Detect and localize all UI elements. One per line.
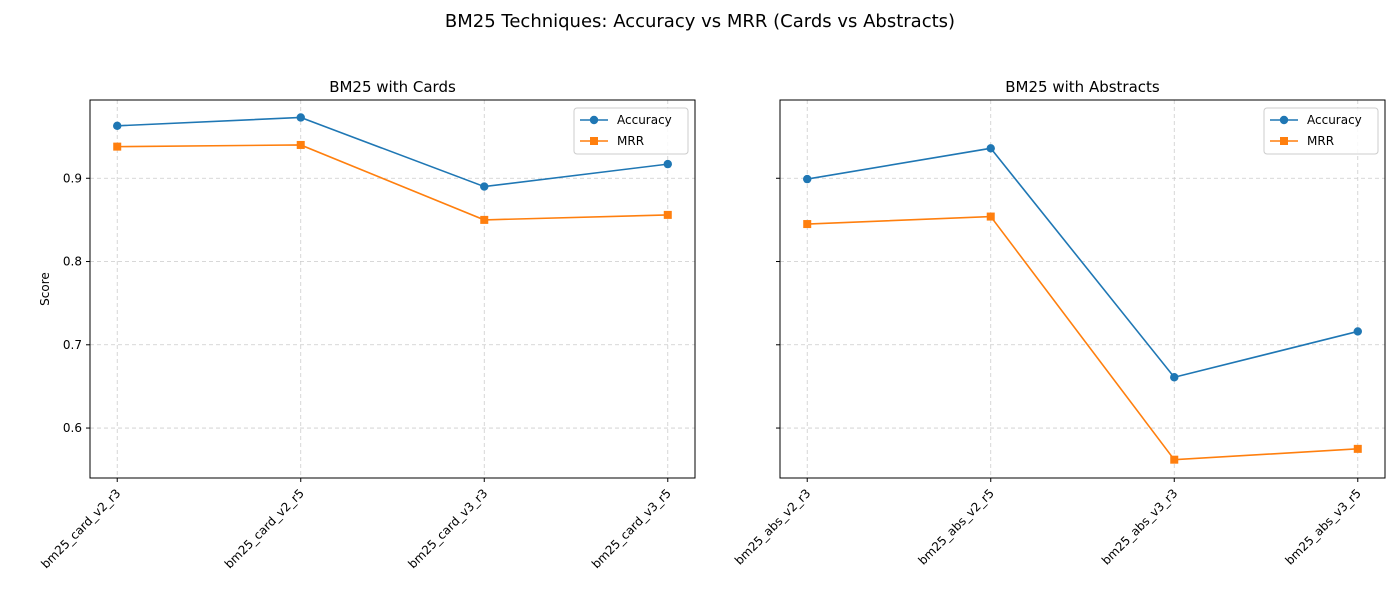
data-point bbox=[803, 220, 812, 229]
series-accuracy bbox=[803, 144, 1362, 382]
legend: Accuracy MRR bbox=[573, 107, 689, 155]
data-point bbox=[113, 142, 122, 151]
data-point bbox=[296, 113, 305, 122]
data-point bbox=[986, 144, 995, 153]
plot-frame bbox=[779, 99, 1386, 479]
grid bbox=[90, 100, 695, 478]
y-tick-label: 0.8 bbox=[63, 255, 82, 269]
legend: Accuracy MRR bbox=[1263, 107, 1379, 155]
y-axis-label: Score bbox=[38, 272, 52, 306]
data-point bbox=[480, 182, 489, 191]
legend-label: MRR bbox=[1307, 134, 1334, 148]
series-mrr bbox=[113, 140, 672, 224]
y-tick-label: 0.7 bbox=[63, 338, 82, 352]
legend-marker bbox=[589, 115, 599, 125]
series-line bbox=[117, 144, 668, 221]
legend-label: Accuracy bbox=[1307, 113, 1362, 127]
series-line bbox=[117, 116, 668, 188]
x-tick-label: bm25_card_v2_r5 bbox=[222, 486, 307, 571]
x-tick-label: bm25_card_v2_r3 bbox=[38, 486, 123, 571]
data-point bbox=[663, 159, 672, 169]
data-point bbox=[113, 121, 122, 131]
legend-marker bbox=[590, 137, 598, 145]
data-point bbox=[1353, 444, 1362, 453]
data-point bbox=[1170, 373, 1179, 382]
data-point bbox=[803, 174, 812, 184]
data-point bbox=[480, 215, 489, 224]
legend-label: Accuracy bbox=[617, 113, 672, 127]
chart-title: BM25 with Cards bbox=[329, 78, 456, 96]
data-point bbox=[296, 140, 305, 149]
grid bbox=[780, 100, 1385, 478]
panel-cards: 0.6 0.7 0.8 0.9 bm25_card_v2_r3 bm25_card_v2_… bbox=[38, 78, 696, 571]
x-tick-label: bm25_card_v3_r5 bbox=[589, 486, 674, 571]
series-line bbox=[807, 147, 1358, 379]
y-tick-label: 0.9 bbox=[63, 171, 82, 185]
y-tick-label: 0.6 bbox=[63, 421, 82, 435]
x-tick-label: bm25_abs_v2_r5 bbox=[915, 486, 996, 567]
data-point bbox=[1170, 455, 1179, 464]
data-point bbox=[986, 212, 995, 221]
legend-marker bbox=[1279, 115, 1289, 125]
series-line bbox=[807, 215, 1358, 461]
x-tick-label: bm25_card_v3_r3 bbox=[405, 486, 490, 571]
legend-marker bbox=[1280, 137, 1288, 145]
chart-title: BM25 with Abstracts bbox=[1005, 78, 1160, 96]
x-tick-label: bm25_abs_v2_r3 bbox=[732, 486, 813, 567]
data-point bbox=[1353, 327, 1362, 336]
x-tick-label: bm25_abs_v3_r5 bbox=[1283, 486, 1364, 567]
series-mrr bbox=[803, 212, 1362, 464]
legend-label: MRR bbox=[617, 134, 644, 148]
x-tick-label: bm25_abs_v3_r3 bbox=[1099, 486, 1180, 567]
series-accuracy bbox=[113, 113, 672, 191]
plot-frame bbox=[89, 99, 696, 479]
panel-abstracts: bm25_abs_v2_r3 bm25_abs_v2_r5 bm25_abs_v3_… bbox=[732, 78, 1386, 568]
data-point bbox=[663, 210, 672, 219]
figure-title: BM25 Techniques: Accuracy vs MRR (Cards … bbox=[445, 11, 955, 32]
